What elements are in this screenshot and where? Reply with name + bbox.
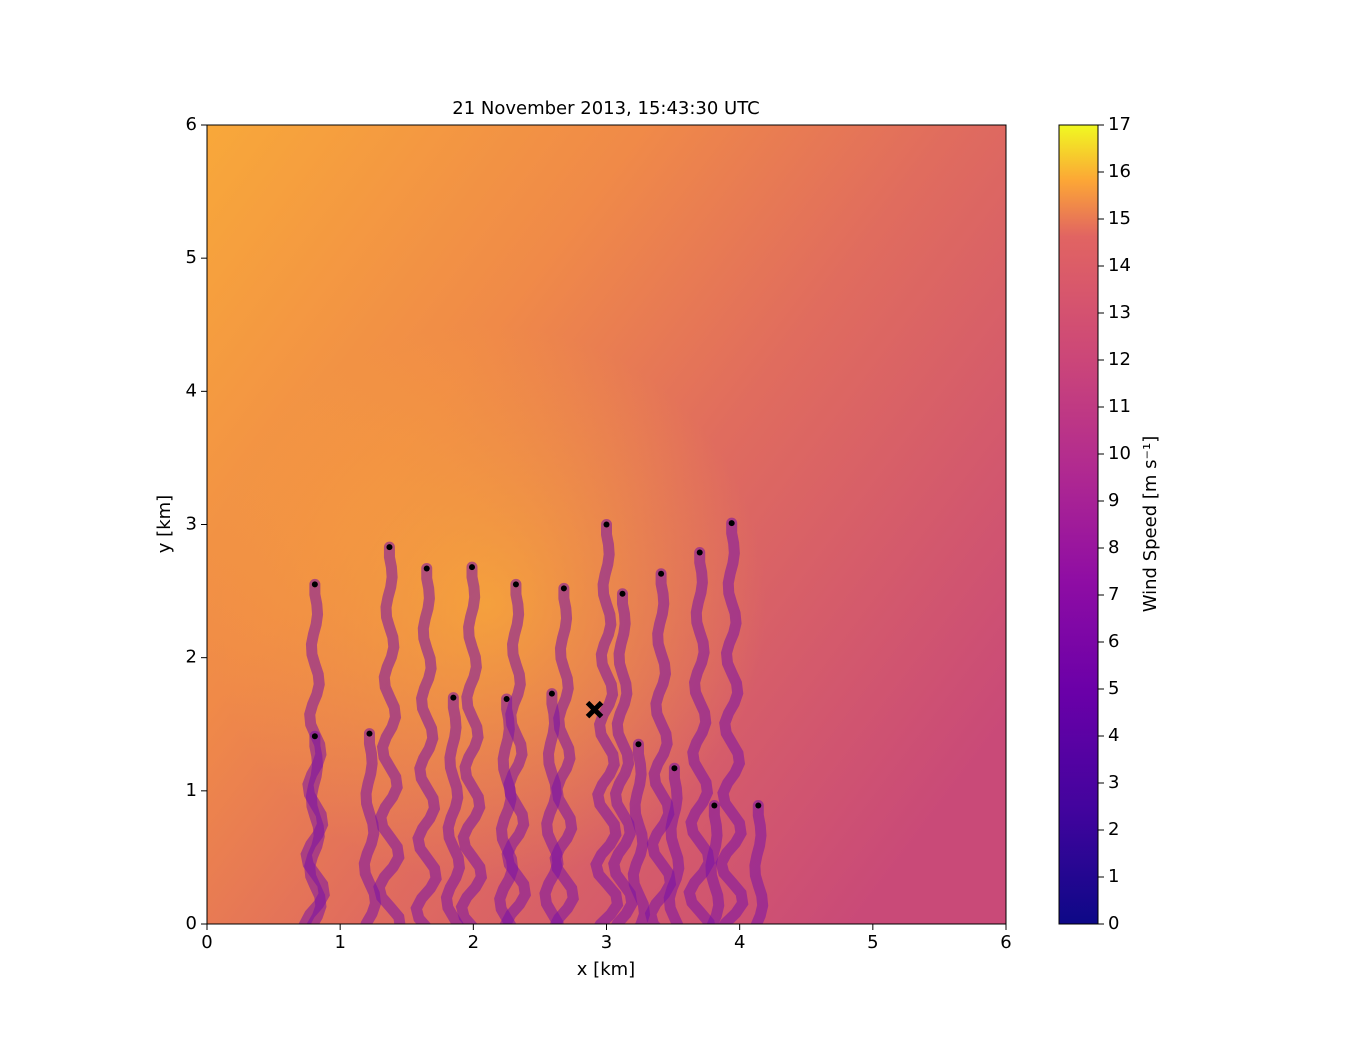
site-marker [585,700,604,719]
colorbar [1058,124,1099,925]
wake [705,799,725,924]
wake [608,588,638,924]
x-tick-label: 2 [468,932,479,953]
wake [455,561,488,924]
wake [304,730,327,924]
x-tick-label: 3 [601,932,612,953]
turbine [755,802,762,809]
colorbar-tick-label: 9 [1108,490,1119,511]
colorbar-tick-label: 13 [1108,302,1131,323]
wake [590,519,624,924]
wake [499,578,531,924]
wake [549,582,579,924]
y-tick-label: 5 [186,247,197,268]
colorbar-tick-label: 1 [1108,866,1119,887]
turbine [696,549,703,556]
colorbar-tick-label: 0 [1108,913,1119,934]
y-tick-label: 0 [186,913,197,934]
colorbar-tick-label: 15 [1108,208,1131,229]
wake [749,799,769,924]
chart-title: 21 November 2013, 15:43:30 UTC [452,98,760,119]
turbine [658,570,665,577]
x-axis-label: x [km] [577,959,635,980]
turbine [635,741,642,748]
colorbar-tick-label: 12 [1108,349,1131,370]
y-axis-label: y [km] [154,495,175,553]
colorbar-tick-label: 3 [1108,772,1119,793]
turbine [503,695,510,702]
turbine [711,802,718,809]
colorbar-tick-label: 4 [1108,725,1119,746]
x-tick-label: 4 [734,932,745,953]
turbine [450,694,457,701]
colorbar-tick-label: 14 [1108,255,1131,276]
field [207,125,1006,924]
colorbar-tick-label: 8 [1108,537,1119,558]
turbine [603,521,610,528]
wake [663,762,685,924]
wake [683,546,715,924]
y-tick-label: 6 [186,114,197,135]
wake [358,728,382,924]
colorbar-tick-label: 5 [1108,678,1119,699]
turbine [560,585,567,592]
turbine [423,565,430,572]
wake [627,738,651,924]
wake [410,562,442,924]
colorbar-tick-label: 7 [1108,584,1119,605]
turbine [311,733,318,740]
y-tick-label: 4 [186,380,197,401]
turbine [311,581,318,588]
x-tick-label: 5 [867,932,878,953]
wake [440,692,466,924]
colorbar-tick-label: 2 [1108,819,1119,840]
colorbar-tick-label: 6 [1108,631,1119,652]
wake [539,688,564,924]
turbine [619,590,626,597]
wakes [298,517,769,924]
colorbar-tick-label: 17 [1108,114,1131,135]
x-tick-label: 0 [201,932,212,953]
wake [494,693,519,924]
y-tick-label: 1 [186,780,197,801]
colorbar-label: Wind Speed [m s⁻¹] [1140,436,1161,613]
turbine [728,520,735,527]
turbine [366,730,373,737]
wake [715,517,749,924]
turbine [469,564,476,571]
wake [373,541,406,924]
turbine [386,544,393,551]
x-tick-label: 1 [334,932,345,953]
y-tick-label: 2 [186,647,197,668]
y-tick-label: 3 [186,514,197,535]
colorbar-tick-label: 11 [1108,396,1131,417]
turbine [548,690,555,697]
turbine [512,581,519,588]
colorbar-tick-label: 16 [1108,161,1131,182]
x-tick-label: 6 [1000,932,1011,953]
colorbar-tick-label: 10 [1108,443,1131,464]
turbine [671,765,678,772]
